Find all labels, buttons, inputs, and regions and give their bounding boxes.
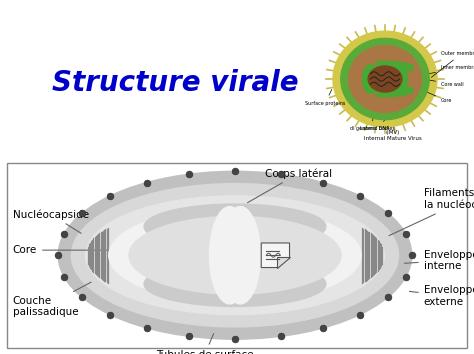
Ellipse shape <box>368 66 402 92</box>
Text: Filaments de
la nucléocapside: Filaments de la nucléocapside <box>389 188 474 236</box>
Text: Surface proteins: Surface proteins <box>305 90 346 105</box>
Ellipse shape <box>85 196 384 315</box>
Text: Enveloppe
interne: Enveloppe interne <box>404 250 474 271</box>
Polygon shape <box>376 84 414 97</box>
Ellipse shape <box>72 184 399 327</box>
Text: Nucléocapside: Nucléocapside <box>13 209 89 233</box>
Text: Structure virale: Structure virale <box>52 69 298 97</box>
Ellipse shape <box>144 204 326 249</box>
Ellipse shape <box>220 207 260 304</box>
Ellipse shape <box>333 31 437 127</box>
Text: di genomic DNA: di genomic DNA <box>350 82 390 131</box>
Ellipse shape <box>341 38 429 120</box>
Ellipse shape <box>144 261 326 307</box>
Ellipse shape <box>348 46 421 113</box>
Text: (IMV): (IMV) <box>386 130 400 135</box>
Text: Internal Mature Virus: Internal Mature Virus <box>364 136 422 141</box>
Polygon shape <box>261 243 290 268</box>
Text: Core: Core <box>401 80 452 103</box>
Text: Corps latéral: Corps latéral <box>247 168 332 203</box>
Ellipse shape <box>363 65 378 93</box>
Text: Lateral bodies: Lateral bodies <box>360 101 401 131</box>
Text: Enveloppe
externe: Enveloppe externe <box>410 285 474 307</box>
Text: Tubules de surface: Tubules de surface <box>156 333 254 354</box>
Text: Core: Core <box>13 245 131 255</box>
Text: Inner membrane: Inner membrane <box>424 65 474 75</box>
Text: Couche
palissadique: Couche palissadique <box>13 282 91 317</box>
Polygon shape <box>277 257 290 268</box>
Text: Core wall: Core wall <box>410 76 464 87</box>
Ellipse shape <box>392 65 407 93</box>
Text: Outer membrane: Outer membrane <box>431 51 474 77</box>
Ellipse shape <box>58 171 412 339</box>
Ellipse shape <box>129 216 341 294</box>
Ellipse shape <box>210 207 250 304</box>
Polygon shape <box>376 61 414 74</box>
Ellipse shape <box>109 208 361 302</box>
